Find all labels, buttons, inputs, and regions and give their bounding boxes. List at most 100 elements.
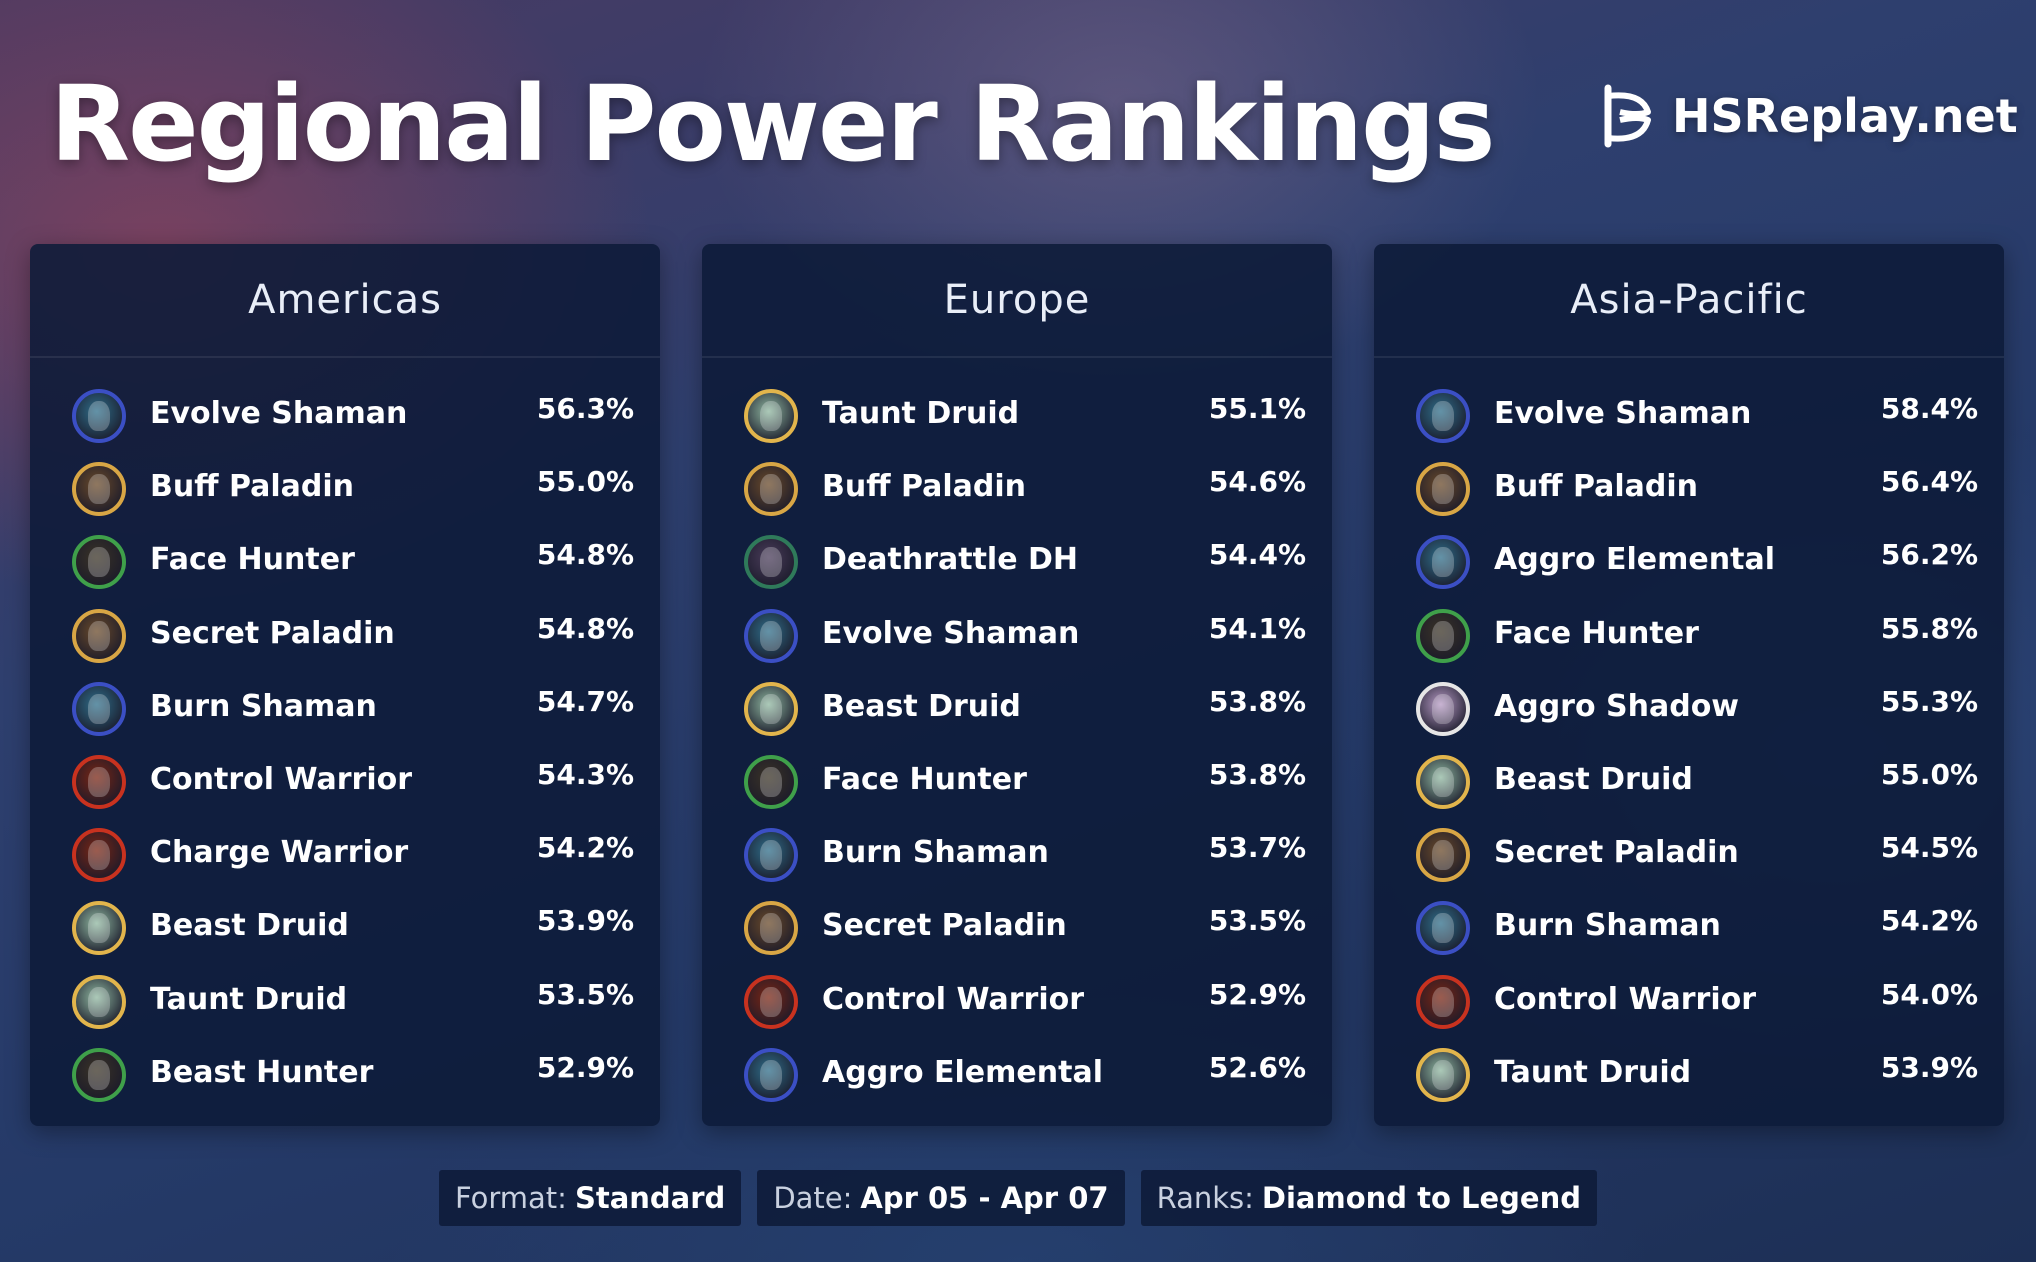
shaman-class-icon [744, 828, 798, 883]
deck-row[interactable]: Deathrattle DH 54.4% [702, 528, 1332, 601]
deck-row[interactable]: Taunt Druid 53.5% [30, 968, 660, 1041]
paladin-class-icon [1416, 828, 1470, 883]
deck-winrate: 55.8% [1880, 611, 1978, 645]
deck-name: Beast Hunter [150, 1054, 374, 1090]
deck-row[interactable]: Buff Paladin 54.6% [702, 455, 1332, 528]
deck-name: Evolve Shaman [822, 615, 1080, 651]
deck-row[interactable]: Evolve Shaman 54.1% [702, 602, 1332, 675]
deck-list: Taunt Druid 55.1% Buff Paladin 54.6% Deathra… [702, 382, 1332, 1114]
druid-class-icon [1416, 754, 1470, 809]
deck-row[interactable]: Control Warrior 52.9% [702, 968, 1332, 1041]
deck-row[interactable]: Aggro Elemental 56.2% [1374, 528, 2004, 601]
deck-name: Aggro Elemental [822, 1054, 1103, 1090]
deck-winrate: 55.1% [1208, 392, 1306, 425]
shaman-class-icon [1416, 389, 1470, 443]
druid-class-icon [1416, 1047, 1470, 1102]
brand[interactable]: HSReplay.net [1598, 82, 2018, 150]
ranks-chip[interactable]: Ranks: Diamond to Legend [1140, 1170, 1597, 1226]
deck-winrate: 54.0% [1880, 977, 1978, 1011]
deck-name: Beast Druid [822, 688, 1021, 724]
deck-winrate: 54.1% [1208, 611, 1306, 645]
deck-row[interactable]: Taunt Druid 55.1% [702, 382, 1332, 455]
date-chip[interactable]: Date: Apr 05 - Apr 07 [757, 1170, 1125, 1226]
deck-name: Buff Paladin [150, 469, 355, 505]
deck-row[interactable]: Face Hunter 54.8% [30, 528, 660, 601]
deck-winrate: 53.8% [1208, 684, 1306, 718]
deck-winrate: 52.9% [536, 1050, 634, 1084]
deck-row[interactable]: Secret Paladin 54.5% [1374, 821, 2004, 894]
deck-name: Face Hunter [822, 761, 1027, 797]
ranks-value: Diamond to Legend [1261, 1181, 1581, 1215]
region-title: Americas [30, 244, 660, 358]
deck-row[interactable]: Face Hunter 53.8% [702, 748, 1332, 821]
deck-name: Secret Paladin [1494, 835, 1739, 871]
deck-winrate: 53.9% [1880, 1050, 1978, 1084]
deck-winrate: 54.7% [536, 684, 634, 718]
deck-winrate: 54.6% [1208, 465, 1306, 499]
deck-winrate: 53.8% [1208, 757, 1306, 791]
deck-name: Burn Shaman [1494, 908, 1721, 944]
druid-class-icon [744, 681, 798, 736]
deck-row[interactable]: Aggro Shadow 55.3% [1374, 675, 2004, 748]
region-panels: Americas Evolve Shaman 56.3% Buff Paladin 5… [30, 244, 2004, 1126]
deck-row[interactable]: Burn Shaman 53.7% [702, 821, 1332, 894]
deck-row[interactable]: Beast Druid 53.9% [30, 894, 660, 967]
deck-winrate: 53.5% [536, 977, 634, 1011]
deck-winrate: 54.2% [1880, 904, 1978, 938]
deck-row[interactable]: Control Warrior 54.0% [1374, 968, 2004, 1041]
warrior-class-icon [72, 754, 126, 809]
deck-list: Evolve Shaman 56.3% Buff Paladin 55.0% Face … [30, 382, 660, 1114]
deck-row[interactable]: Buff Paladin 55.0% [30, 455, 660, 528]
deck-winrate: 53.9% [536, 904, 634, 938]
deck-winrate: 53.5% [1208, 904, 1306, 938]
deck-row[interactable]: Buff Paladin 56.4% [1374, 455, 2004, 528]
shaman-class-icon [72, 389, 126, 443]
filter-bar: Format: Standard Date: Apr 05 - Apr 07 R… [0, 1170, 2036, 1226]
deck-name: Deathrattle DH [822, 542, 1078, 578]
deck-row[interactable]: Secret Paladin 54.8% [30, 602, 660, 675]
deck-row[interactable]: Evolve Shaman 58.4% [1374, 382, 2004, 455]
deck-name: Evolve Shaman [150, 396, 408, 431]
hunter-class-icon [72, 1047, 126, 1102]
shaman-class-icon [1416, 901, 1470, 956]
date-value: Apr 05 - Apr 07 [860, 1181, 1109, 1215]
format-chip[interactable]: Format: Standard [438, 1170, 742, 1226]
hunter-class-icon [744, 754, 798, 809]
deck-row[interactable]: Charge Warrior 54.2% [30, 821, 660, 894]
region-panel-europe: Europe Taunt Druid 55.1% Buff Paladin 54.6%… [702, 244, 1332, 1126]
deck-row[interactable]: Burn Shaman 54.7% [30, 675, 660, 748]
druid-class-icon [744, 389, 798, 443]
deck-row[interactable]: Face Hunter 55.8% [1374, 602, 2004, 675]
deck-name: Aggro Shadow [1494, 688, 1740, 724]
hunter-class-icon [72, 535, 126, 590]
ranks-label: Ranks: [1156, 1181, 1254, 1215]
paladin-class-icon [744, 462, 798, 517]
deck-winrate: 56.3% [536, 392, 634, 425]
deck-winrate: 55.3% [1880, 684, 1978, 718]
deck-row[interactable]: Burn Shaman 54.2% [1374, 894, 2004, 967]
hunter-class-icon [1416, 608, 1470, 663]
priest-class-icon [1416, 681, 1470, 736]
brand-name: HSReplay.net [1672, 89, 2018, 143]
deck-row[interactable]: Beast Druid 53.8% [702, 675, 1332, 748]
paladin-class-icon [744, 901, 798, 956]
paladin-class-icon [72, 608, 126, 663]
deck-name: Charge Warrior [150, 835, 409, 871]
format-value: Standard [574, 1181, 726, 1215]
deck-row[interactable]: Evolve Shaman 56.3% [30, 382, 660, 455]
deck-row[interactable]: Beast Druid 55.0% [1374, 748, 2004, 821]
deck-row[interactable]: Control Warrior 54.3% [30, 748, 660, 821]
deck-name: Evolve Shaman [1494, 396, 1752, 431]
shaman-class-icon [1416, 535, 1470, 590]
format-label: Format: [454, 1181, 567, 1215]
deck-name: Buff Paladin [822, 469, 1027, 505]
deck-row[interactable]: Taunt Druid 53.9% [1374, 1041, 2004, 1114]
shaman-class-icon [744, 1047, 798, 1102]
region-panel-americas: Americas Evolve Shaman 56.3% Buff Paladin 5… [30, 244, 660, 1126]
deck-row[interactable]: Aggro Elemental 52.6% [702, 1041, 1332, 1114]
deck-row[interactable]: Secret Paladin 53.5% [702, 894, 1332, 967]
deck-row[interactable]: Beast Hunter 52.9% [30, 1041, 660, 1114]
deck-name: Beast Druid [150, 908, 349, 944]
deck-winrate: 54.2% [536, 831, 634, 865]
region-panel-asia-pacific: Asia-Pacific Evolve Shaman 58.4% Buff Pala… [1374, 244, 2004, 1126]
